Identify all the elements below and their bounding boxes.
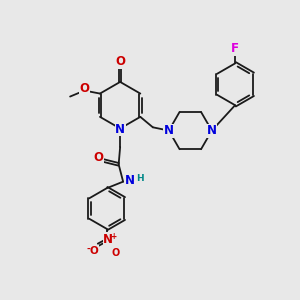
Text: O: O (93, 151, 103, 164)
Text: N: N (103, 233, 113, 246)
Text: F: F (231, 42, 239, 55)
Text: N: N (207, 124, 217, 137)
Text: N: N (115, 123, 125, 136)
Text: O: O (112, 248, 120, 258)
Text: O: O (115, 55, 125, 68)
Text: N: N (125, 174, 135, 187)
Text: -: - (87, 245, 91, 254)
Text: N: N (164, 124, 174, 137)
Text: +: + (110, 232, 116, 241)
Text: H: H (136, 174, 143, 183)
Text: O: O (89, 246, 98, 256)
Text: O: O (80, 82, 89, 95)
